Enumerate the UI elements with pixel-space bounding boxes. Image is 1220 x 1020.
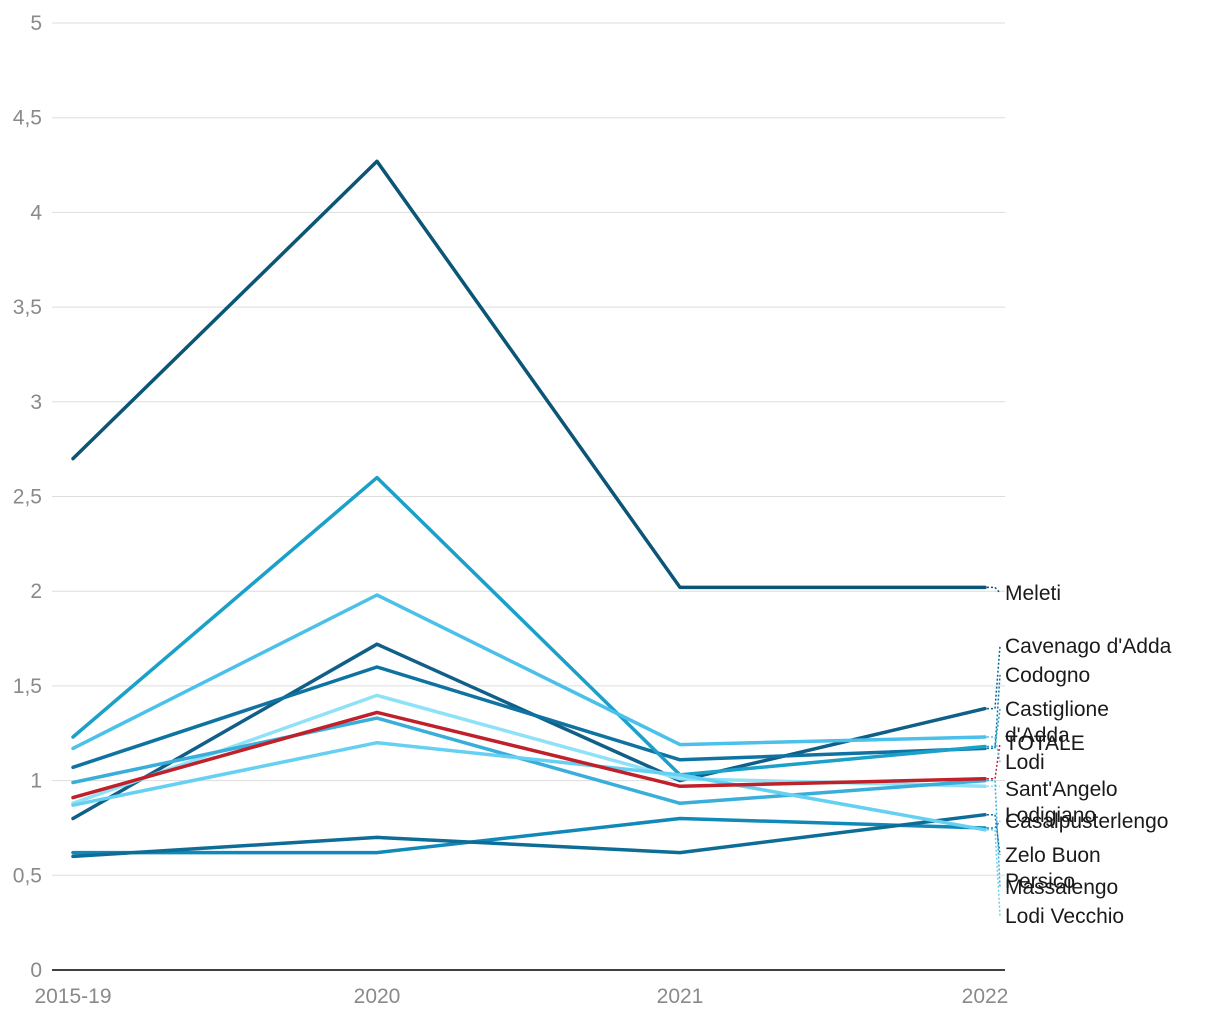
series-label-line: Casalpusterlengo: [1005, 810, 1168, 833]
series-labels: Meleti Cavenago d'Adda Codogno Castiglione d…: [1005, 582, 1172, 928]
series-line-lodi-vecchio: [71, 740, 987, 832]
series-label-line: Sant'Angelo: [1005, 778, 1118, 801]
y-tick-label: 5: [30, 12, 42, 35]
series-label: Casalpusterlengo: [1005, 810, 1168, 833]
x-tick-label: 2015-19: [34, 985, 111, 1008]
label-leaders: [987, 586, 1001, 917]
series-label-line: Persico: [1005, 870, 1075, 893]
y-tick-label: 0,5: [13, 864, 42, 887]
y-tick-label: 0: [30, 959, 42, 982]
label-leader: [987, 779, 1001, 888]
series-label-line: Codogno: [1005, 664, 1090, 687]
label-leader: [987, 586, 1001, 594]
x-tick-label: 2021: [657, 985, 704, 1008]
series-label-line: Lodi Vecchio: [1005, 905, 1124, 928]
series-label: Castiglione d'Adda: [1005, 698, 1109, 747]
series-label-line: Massalengo: [1005, 876, 1118, 899]
y-axis-ticks: 0 0,5 1 1,5 2 2,5 3 3,5 4 4,5 5: [13, 12, 43, 982]
y-tick-label: 4: [30, 201, 42, 224]
label-leader: [987, 674, 1001, 750]
x-axis-ticks: 2015-19 2020 2021 2022: [34, 985, 1008, 1008]
series-label: Codogno: [1005, 664, 1090, 687]
y-tick-label: 3: [30, 391, 42, 414]
y-tick-label: 4,5: [13, 107, 42, 130]
series-label-line: Castiglione: [1005, 698, 1109, 721]
series-label: Cavenago d'Adda: [1005, 635, 1172, 658]
series-line-castiglione-d-adda: [71, 475, 987, 777]
series-line-codogno: [71, 665, 987, 770]
series-label: Lodi: [1005, 751, 1045, 774]
series-line-meleti: [71, 159, 987, 590]
series-label: Sant'Angelo Lodigiano: [1005, 778, 1118, 827]
series-line-totale: [71, 710, 987, 800]
series-label-line: TOTALE: [1005, 732, 1085, 755]
series-line-massalengo: [71, 716, 987, 806]
series-lines: [71, 159, 987, 859]
label-leader: [987, 742, 1001, 780]
y-tick-label: 2: [30, 580, 42, 603]
label-leader: [987, 813, 1001, 856]
label-leader: [987, 645, 1001, 710]
series-line-casalpusterlengo: [71, 816, 987, 855]
label-leader: [987, 736, 1001, 763]
series-label-line: d'Adda: [1005, 724, 1070, 747]
x-tick-label: 2022: [962, 985, 1009, 1008]
y-tick-label: 1,5: [13, 675, 42, 698]
series-label-line: Lodi: [1005, 751, 1045, 774]
series-line-lodi: [71, 593, 987, 751]
series-label-line: Lodigiano: [1005, 804, 1096, 827]
gridlines: [52, 22, 1005, 876]
series-label: Meleti: [1005, 582, 1061, 605]
series-label: Massalengo: [1005, 876, 1118, 899]
series-label: TOTALE: [1005, 732, 1085, 755]
label-leader: [987, 820, 1001, 829]
x-tick-label: 2020: [354, 985, 401, 1008]
series-label-line: Zelo Buon: [1005, 844, 1101, 867]
series-label-line: Meleti: [1005, 582, 1061, 605]
series-line-zelo-buon-persico: [71, 812, 987, 859]
series-label: Zelo Buon Persico: [1005, 844, 1101, 893]
label-leader: [987, 829, 1001, 917]
series-label: Lodi Vecchio: [1005, 905, 1124, 928]
y-tick-label: 1: [30, 770, 42, 793]
label-leader: [987, 708, 1001, 748]
series-label-line: Cavenago d'Adda: [1005, 635, 1172, 658]
y-tick-label: 2,5: [13, 486, 42, 509]
y-tick-label: 3,5: [13, 296, 42, 319]
